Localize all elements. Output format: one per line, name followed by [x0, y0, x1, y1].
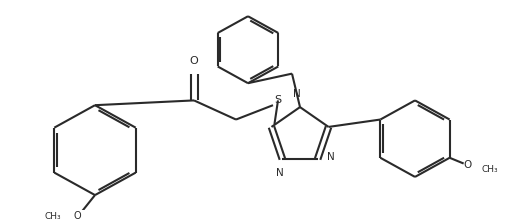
- Text: N: N: [326, 152, 334, 162]
- Text: O: O: [189, 56, 198, 66]
- Text: N: N: [293, 90, 301, 99]
- Text: O: O: [463, 160, 472, 170]
- Text: N: N: [277, 168, 284, 178]
- Text: S: S: [275, 95, 281, 105]
- Text: CH₃: CH₃: [481, 165, 498, 174]
- Text: CH₃: CH₃: [44, 212, 61, 220]
- Text: O: O: [73, 211, 81, 220]
